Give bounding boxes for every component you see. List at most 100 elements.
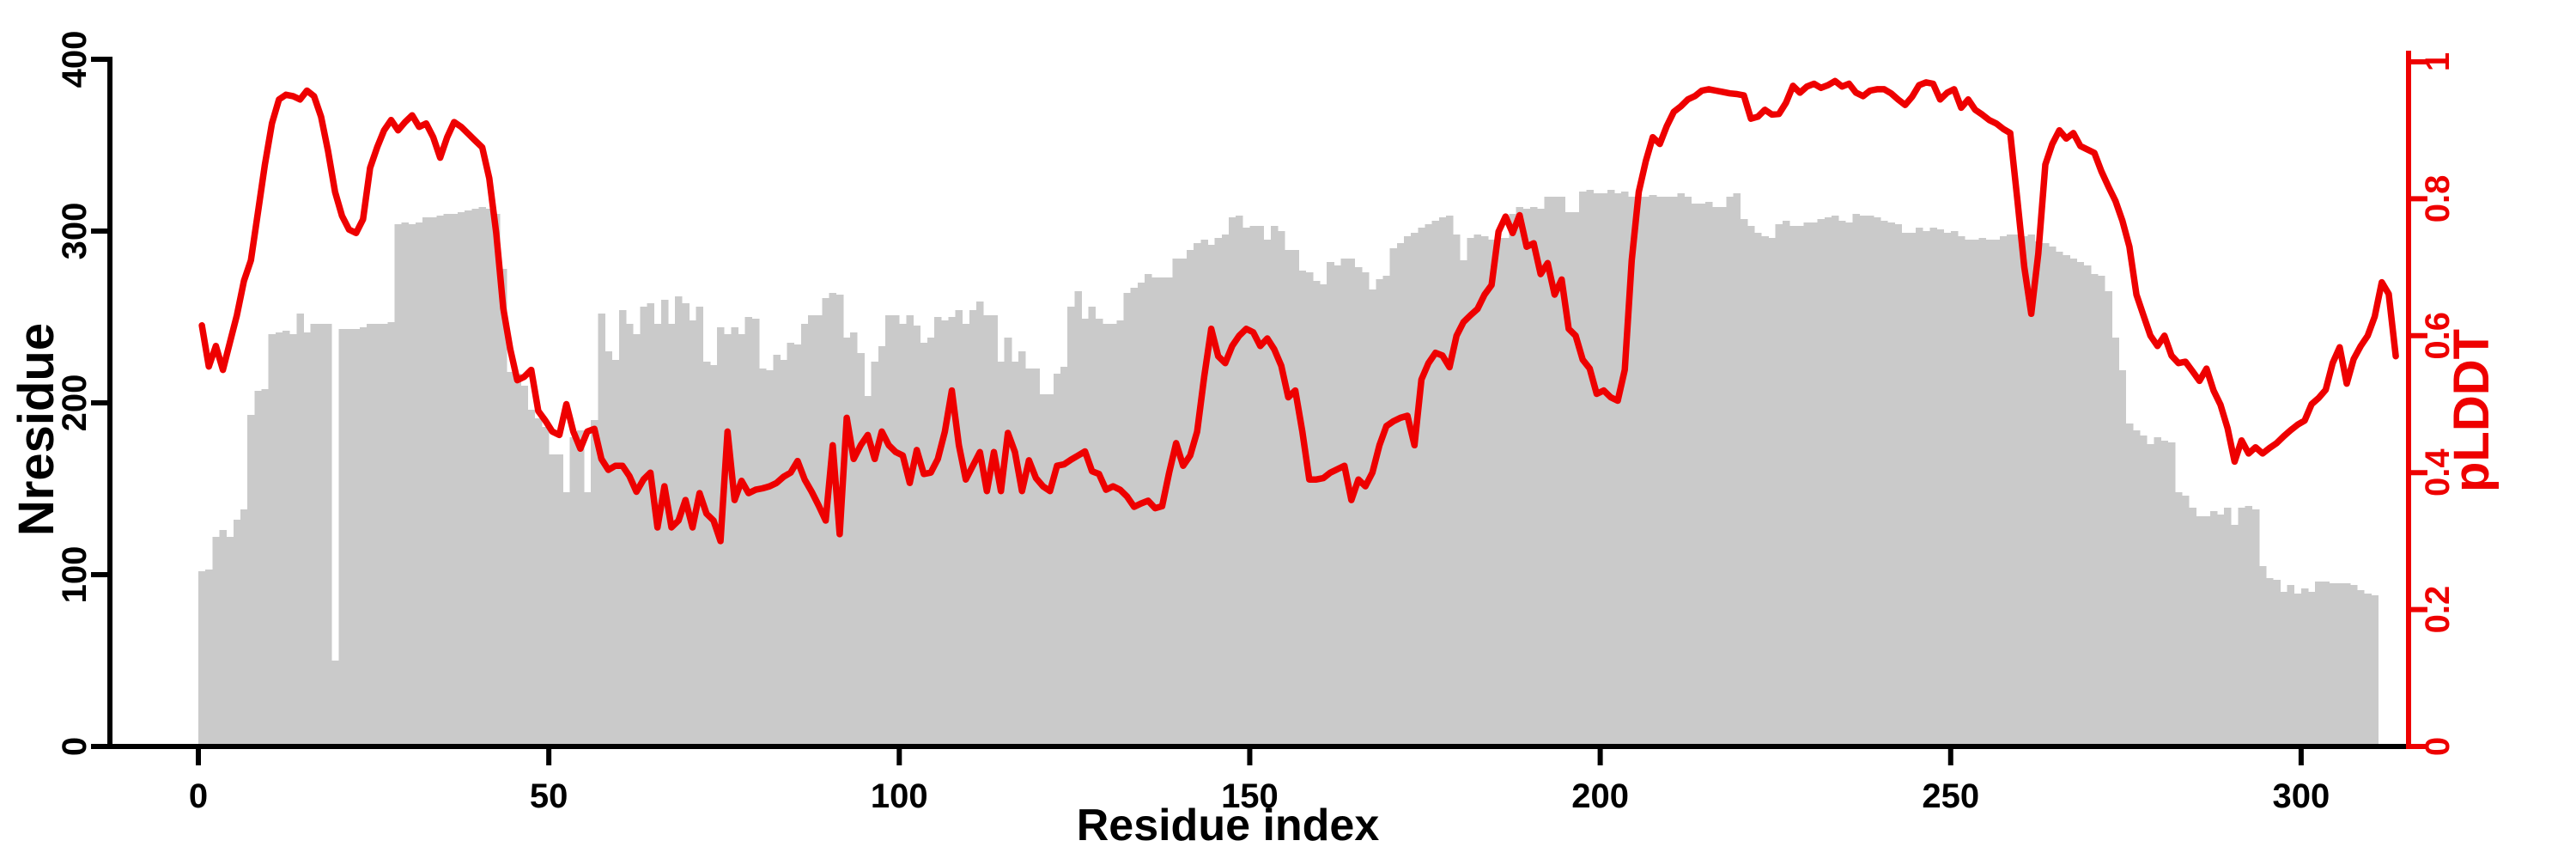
bar-residue-260 bbox=[2020, 236, 2028, 746]
x-tick-label-0: 0 bbox=[189, 777, 208, 815]
bar-residue-284 bbox=[2189, 508, 2196, 746]
bar-residue-66 bbox=[660, 300, 669, 746]
bar-residue-154 bbox=[1278, 231, 1285, 746]
bar-residue-47 bbox=[527, 410, 536, 746]
bar-residue-16 bbox=[310, 324, 319, 746]
bar-residue-106 bbox=[941, 320, 949, 746]
bar-residue-255 bbox=[1985, 240, 1994, 746]
bar-residue-111 bbox=[976, 302, 984, 746]
right-tick-label-0.6: 0.6 bbox=[2419, 312, 2457, 360]
left-tick-label-0: 0 bbox=[56, 737, 94, 756]
bar-residue-258 bbox=[2007, 235, 2014, 746]
bar-residue-227 bbox=[1789, 226, 1797, 746]
bar-residue-296 bbox=[2273, 580, 2281, 746]
bar-residue-231 bbox=[1817, 219, 1826, 746]
x-tick-label-200: 200 bbox=[1571, 777, 1629, 815]
bar-residue-147 bbox=[1228, 217, 1236, 746]
bar-residue-249 bbox=[1943, 233, 1952, 746]
bar-residue-65 bbox=[653, 324, 662, 746]
bar-residue-19 bbox=[331, 661, 339, 746]
bar-residue-158 bbox=[1305, 272, 1314, 746]
bar-residue-95 bbox=[864, 396, 872, 746]
bar-residue-27 bbox=[387, 322, 395, 746]
bar-residue-110 bbox=[969, 310, 977, 746]
bar-residue-225 bbox=[1775, 224, 1783, 746]
bar-residue-139 bbox=[1172, 259, 1181, 746]
bar-residue-282 bbox=[2174, 492, 2183, 746]
bar-residue-224 bbox=[1768, 238, 1777, 746]
bar-residue-307 bbox=[2350, 585, 2358, 746]
bar-residue-275 bbox=[2125, 423, 2134, 746]
bar-residue-293 bbox=[2251, 509, 2260, 746]
bar-residue-153 bbox=[1270, 226, 1279, 746]
bar-residue-78 bbox=[744, 317, 753, 746]
left-axis-ticks: 0 100 200 300 400 bbox=[56, 31, 110, 756]
bar-residue-295 bbox=[2266, 578, 2274, 746]
bar-residue-142 bbox=[1194, 243, 1201, 746]
bar-residue-204 bbox=[1628, 197, 1636, 746]
bar-residue-132 bbox=[1123, 293, 1132, 746]
bar-residue-292 bbox=[2245, 506, 2253, 746]
bar-residue-197 bbox=[1579, 192, 1587, 746]
bar-residue-171 bbox=[1396, 243, 1405, 746]
bar-residue-117 bbox=[1018, 351, 1026, 746]
bar-residue-113 bbox=[990, 315, 998, 746]
bar-residue-88 bbox=[815, 315, 823, 746]
bar-residue-8 bbox=[254, 391, 262, 746]
bar-residue-13 bbox=[289, 334, 297, 746]
bar-residue-175 bbox=[1425, 224, 1433, 746]
bar-residue-221 bbox=[1747, 226, 1755, 746]
right-tick-label-0.8: 0.8 bbox=[2419, 175, 2457, 223]
bar-residue-93 bbox=[850, 332, 858, 746]
bar-residue-264 bbox=[2049, 247, 2057, 746]
bar-residue-98 bbox=[884, 315, 893, 746]
plddt-line-series bbox=[198, 77, 2399, 545]
bar-residue-176 bbox=[1431, 221, 1440, 746]
bar-residue-302 bbox=[2315, 582, 2323, 746]
bar-residue-80 bbox=[759, 369, 767, 746]
bar-residue-256 bbox=[1992, 240, 2001, 746]
bar-residue-33 bbox=[429, 217, 437, 746]
bar-residue-165 bbox=[1354, 267, 1363, 746]
bar-residue-42 bbox=[492, 214, 501, 746]
bar-residue-25 bbox=[374, 324, 381, 746]
bar-residue-123 bbox=[1060, 367, 1068, 746]
bar-residue-1 bbox=[205, 570, 213, 746]
bar-residue-143 bbox=[1200, 240, 1208, 746]
bar-residue-120 bbox=[1039, 394, 1048, 746]
bar-residue-268 bbox=[2076, 262, 2085, 746]
bar-residue-51 bbox=[556, 454, 563, 746]
bar-residue-203 bbox=[1621, 192, 1629, 746]
bar-residue-159 bbox=[1312, 281, 1321, 746]
bar-residue-184 bbox=[1487, 240, 1496, 746]
bar-residue-278 bbox=[2147, 444, 2154, 746]
bar-residue-58 bbox=[605, 351, 612, 746]
bar-residue-167 bbox=[1369, 289, 1376, 746]
bar-residue-207 bbox=[1649, 195, 1657, 746]
bar-residue-60 bbox=[618, 310, 627, 746]
bar-residue-32 bbox=[422, 217, 430, 746]
bar-residue-5 bbox=[233, 520, 241, 746]
right-tick-label-1: 1 bbox=[2419, 52, 2457, 71]
bar-residue-186 bbox=[1502, 238, 1510, 746]
bar-residue-72 bbox=[702, 362, 711, 746]
bar-residue-50 bbox=[549, 454, 556, 746]
bar-residue-121 bbox=[1046, 394, 1054, 746]
bar-residue-188 bbox=[1516, 207, 1524, 746]
bar-residue-185 bbox=[1495, 238, 1503, 746]
bar-residue-194 bbox=[1558, 197, 1566, 746]
bar-residue-181 bbox=[1467, 238, 1475, 746]
bar-residue-216 bbox=[1712, 207, 1720, 746]
bar-residue-15 bbox=[303, 332, 311, 746]
bar-residue-279 bbox=[2154, 437, 2161, 746]
bar-residue-243 bbox=[1901, 233, 1910, 746]
bar-residue-285 bbox=[2196, 516, 2203, 746]
bar-residue-2 bbox=[212, 537, 220, 746]
bar-residue-31 bbox=[416, 222, 423, 746]
bar-residue-12 bbox=[282, 331, 290, 746]
bar-residue-69 bbox=[682, 303, 690, 746]
bar-residue-36 bbox=[450, 214, 459, 746]
bar-residue-26 bbox=[380, 324, 388, 746]
bar-residue-220 bbox=[1740, 219, 1748, 746]
bar-residue-114 bbox=[997, 362, 1005, 746]
